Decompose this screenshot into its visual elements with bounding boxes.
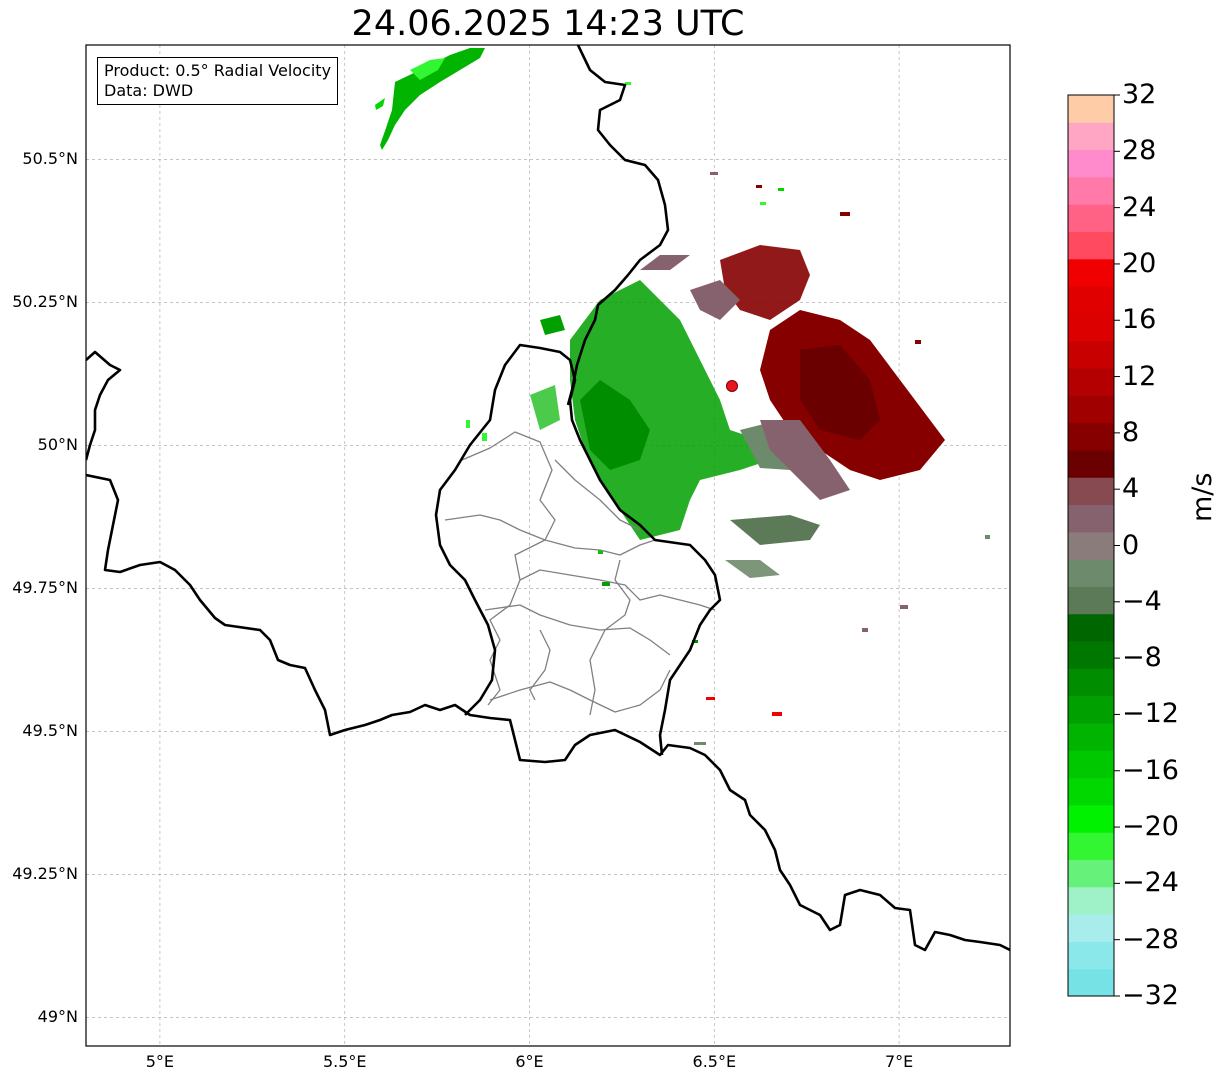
colorbar-tick-label: −8 — [1122, 642, 1162, 674]
colorbar-segment — [1068, 531, 1114, 560]
radar-echoes — [375, 48, 990, 745]
colorbar-segment — [1068, 695, 1114, 724]
lat-tick-label: 50°N — [37, 435, 78, 455]
info-source: Data: DWD — [104, 81, 194, 100]
colorbar-segment — [1068, 395, 1114, 424]
radar-site-marker[interactable] — [726, 380, 738, 392]
gridlines — [86, 45, 1010, 1046]
colorbar-segment — [1068, 122, 1114, 151]
echo-cluster-outbound — [640, 245, 945, 500]
lat-tick-label: 49.75°N — [12, 578, 78, 598]
chart-title: 24.06.2025 14:23 UTC — [351, 4, 745, 44]
colorbar-tick-label: −24 — [1122, 867, 1179, 899]
colorbar-tick-label: −20 — [1122, 811, 1179, 843]
colorbar-segment — [1068, 149, 1114, 178]
colorbar-tick-label: 8 — [1122, 416, 1140, 448]
colorbar-tick-label: −4 — [1122, 585, 1162, 617]
lat-tick-label: 50.5°N — [22, 149, 78, 169]
colorbar-segment — [1068, 641, 1114, 669]
colorbar-tick-label: 32 — [1122, 79, 1157, 110]
product-info-box: Product: 0.5° Radial Velocity Data: DWD — [97, 57, 339, 105]
colorbar-segment — [1068, 941, 1114, 970]
map-frame — [85, 44, 1011, 1047]
country-borders — [86, 45, 1010, 952]
echo-cluster-northwest — [375, 48, 485, 150]
colorbar-tick-label: 24 — [1122, 191, 1157, 223]
map-background — [86, 45, 1010, 1046]
colorbar-segment — [1068, 340, 1114, 369]
colorbar-segment — [1068, 668, 1114, 697]
echo-scatter — [466, 82, 990, 745]
colorbar-segment — [1068, 559, 1114, 587]
colorbar-segment — [1068, 313, 1114, 342]
colorbar-segment — [1068, 777, 1114, 806]
colorbar-segment — [1068, 886, 1114, 915]
colorbar-segment — [1068, 804, 1114, 833]
colorbar-tick-label: 0 — [1122, 529, 1140, 561]
colorbar-segment — [1068, 258, 1114, 287]
lat-tick-label: 50.25°N — [12, 292, 78, 312]
lat-tick-label: 49.5°N — [22, 721, 78, 741]
colorbar-segment — [1068, 504, 1114, 533]
colorbar-segment — [1068, 422, 1114, 451]
colorbar-segment — [1068, 477, 1114, 506]
colorbar-segment — [1068, 176, 1114, 205]
lon-tick-label: 7°E — [884, 1052, 914, 1071]
colorbar-segment — [1068, 286, 1114, 314]
colorbar-segment — [1068, 204, 1114, 233]
lat-tick-label: 49°N — [37, 1007, 78, 1027]
colorbar-segment — [1068, 914, 1114, 942]
colorbar-unit: m/s — [1187, 472, 1218, 522]
colorbar-segment — [1068, 613, 1114, 642]
colorbar-segment — [1068, 95, 1114, 123]
colorbar-tick-label: −28 — [1122, 923, 1179, 955]
lat-tick-label: 49.25°N — [12, 864, 78, 884]
lon-tick-label: 5.5°E — [322, 1052, 367, 1071]
colorbar-tick-label: −16 — [1122, 754, 1179, 786]
colorbar-segment — [1068, 722, 1114, 751]
colorbar-tick-label: 20 — [1122, 247, 1157, 279]
colorbar-segment — [1068, 449, 1114, 478]
colorbar-segment — [1068, 750, 1114, 779]
lon-tick-label: 5°E — [145, 1052, 175, 1071]
colorbar-tick-label: 16 — [1122, 304, 1157, 336]
colorbar-segment — [1068, 368, 1114, 396]
colorbar-segment — [1068, 231, 1114, 260]
colorbar-segment — [1068, 586, 1114, 615]
colorbar-segment — [1068, 859, 1114, 888]
lon-tick-label: 6°E — [515, 1052, 544, 1071]
info-product: Product: 0.5° Radial Velocity — [104, 61, 332, 80]
colorbar-tick-label: 12 — [1122, 360, 1157, 392]
colorbar-tick-label: 28 — [1122, 135, 1157, 167]
colorbar-tick-label: 4 — [1122, 473, 1140, 505]
colorbar-tick-label: −32 — [1122, 980, 1179, 1011]
lon-tick-label: 6.5°E — [692, 1052, 737, 1071]
colorbar-tick-label: −12 — [1122, 698, 1179, 730]
colorbar — [1067, 94, 1120, 997]
colorbar-segment — [1068, 832, 1114, 860]
colorbar-segment — [1068, 968, 1114, 997]
